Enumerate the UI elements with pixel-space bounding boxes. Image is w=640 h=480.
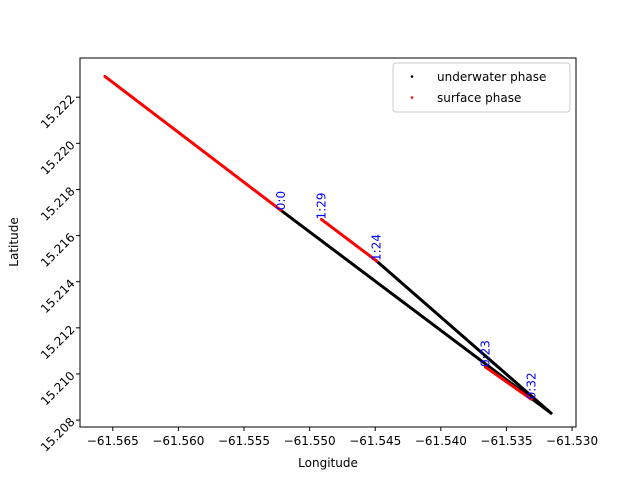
time-annotation: 0:0 <box>274 191 288 210</box>
x-tick-label: −61.560 <box>152 434 204 448</box>
time-annotation: 0:32 <box>524 372 538 399</box>
underwater-track-0 <box>279 208 553 415</box>
surface-track-2 <box>483 365 533 401</box>
x-tick-label: −61.565 <box>87 434 139 448</box>
time-annotation: 1:24 <box>370 234 384 261</box>
x-axis: −61.565 −61.560 −61.555 −61.550 −61.545 −61.5… <box>87 427 598 448</box>
legend-marker-surface <box>410 96 414 99</box>
surface-track-0 <box>103 74 283 212</box>
x-tick-label: −61.550 <box>284 434 336 448</box>
legend-label-surface: surface phase <box>437 91 521 105</box>
x-axis-label: Longitude <box>298 456 358 470</box>
y-axis-label: Latitude <box>7 217 21 266</box>
x-tick-label: −61.545 <box>349 434 401 448</box>
time-annotation: 1:29 <box>314 192 328 219</box>
underwater-track-1 <box>375 259 553 415</box>
x-tick-label: −61.540 <box>415 434 467 448</box>
legend-label-underwater: underwater phase <box>437 70 546 84</box>
legend: underwater phase surface phase <box>392 62 571 113</box>
time-annotation: 0:23 <box>478 340 492 367</box>
x-tick-label: −61.530 <box>546 434 598 448</box>
x-tick-label: −61.535 <box>480 434 532 448</box>
surface-track-1 <box>319 217 379 263</box>
plot-marks <box>103 74 553 415</box>
x-tick-label: −61.555 <box>218 434 270 448</box>
legend-marker-underwater <box>410 75 414 78</box>
plot-frame <box>79 57 577 428</box>
legend-box <box>392 62 571 113</box>
annotations: 0:0 1:29 1:24 0:23 0:32 <box>274 191 539 399</box>
